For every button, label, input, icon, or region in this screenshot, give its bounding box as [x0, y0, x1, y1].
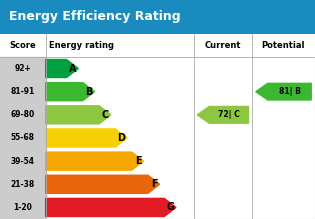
- Text: 69-80: 69-80: [11, 110, 35, 119]
- Text: 72| C: 72| C: [218, 110, 240, 119]
- Text: E: E: [135, 156, 142, 166]
- Bar: [0, 57, 46, 80]
- Text: Energy Efficiency Rating: Energy Efficiency Rating: [9, 11, 181, 23]
- Bar: [0, 34, 315, 57]
- Text: 81-91: 81-91: [11, 87, 35, 96]
- Polygon shape: [46, 83, 94, 101]
- Text: 1-20: 1-20: [14, 203, 32, 212]
- Text: 39-54: 39-54: [11, 157, 35, 166]
- Text: A: A: [69, 64, 77, 74]
- Bar: [0, 103, 46, 126]
- Bar: [0, 173, 46, 196]
- Bar: [0, 34, 315, 219]
- Text: Score: Score: [9, 41, 36, 50]
- Polygon shape: [46, 175, 160, 193]
- Text: Current: Current: [205, 41, 241, 50]
- Text: C: C: [102, 110, 109, 120]
- Bar: [0, 196, 46, 219]
- Bar: [0, 80, 46, 103]
- Polygon shape: [256, 83, 311, 100]
- Polygon shape: [46, 152, 143, 170]
- Text: 92+: 92+: [14, 64, 31, 73]
- Bar: [0, 126, 46, 150]
- Polygon shape: [46, 60, 78, 78]
- Polygon shape: [46, 129, 127, 147]
- Text: G: G: [166, 202, 174, 212]
- Text: F: F: [151, 179, 158, 189]
- Polygon shape: [197, 106, 249, 123]
- Text: D: D: [117, 133, 125, 143]
- Bar: [0, 0, 315, 34]
- Text: Potential: Potential: [262, 41, 305, 50]
- Bar: [0, 150, 46, 173]
- Text: 55-68: 55-68: [11, 133, 35, 143]
- Text: Energy rating: Energy rating: [49, 41, 114, 50]
- Polygon shape: [46, 106, 111, 124]
- Text: B: B: [85, 87, 93, 97]
- Text: 81| B: 81| B: [278, 87, 301, 96]
- Polygon shape: [46, 198, 176, 216]
- Text: 21-38: 21-38: [11, 180, 35, 189]
